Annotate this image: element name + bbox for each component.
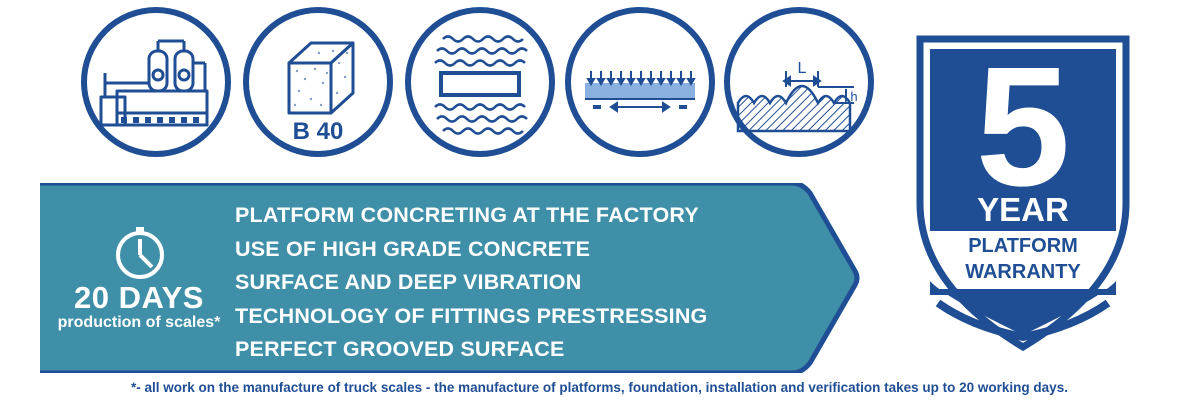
groove-length-label: L xyxy=(798,60,807,77)
feature-item: SURFACE AND DEEP VIBRATION xyxy=(235,270,582,294)
features-banner xyxy=(40,183,860,373)
warranty-line-platform: PLATFORM xyxy=(968,235,1078,257)
feature-item: PLATFORM CONCRETING AT THE FACTORY xyxy=(235,203,699,227)
production-days-subtitle: production of scales* xyxy=(57,314,221,331)
warranty-shield-icon xyxy=(916,35,1130,352)
production-days-title: 20 DAYS xyxy=(74,280,204,315)
groove-height-label: h xyxy=(850,89,857,104)
warranty-year: YEAR xyxy=(977,191,1069,228)
prestressing-icon xyxy=(585,71,696,113)
grooved-surface-icon: L h xyxy=(736,60,858,133)
factory-icon-circle xyxy=(81,7,231,157)
footnote: *- all work on the manufacture of truck … xyxy=(131,380,1068,395)
features-list: PLATFORM CONCRETING AT THE FACTORY USE O… xyxy=(235,199,707,367)
factory-icon xyxy=(99,39,209,127)
concrete-block-icon: B 40 xyxy=(287,41,355,145)
concrete-grade-label: B 40 xyxy=(293,118,344,145)
clock-icon xyxy=(116,227,164,279)
vibration-icon xyxy=(434,35,528,135)
grooved-surface-icon-circle: L h xyxy=(724,7,874,157)
feature-item: PERFECT GROOVED SURFACE xyxy=(235,337,565,361)
prestressing-icon-circle xyxy=(565,7,715,157)
vibration-icon-circle xyxy=(405,7,555,157)
feature-item: USE OF HIGH GRADE CONCRETE xyxy=(235,236,591,261)
feature-item: TECHNOLOGY OF FITTINGS PRESTRESSING xyxy=(235,303,708,328)
warranty-line-warranty: WARRANTY xyxy=(965,261,1081,283)
concrete-block-icon-circle: B 40 xyxy=(243,7,393,157)
warranty-number: 5 xyxy=(975,32,1071,222)
